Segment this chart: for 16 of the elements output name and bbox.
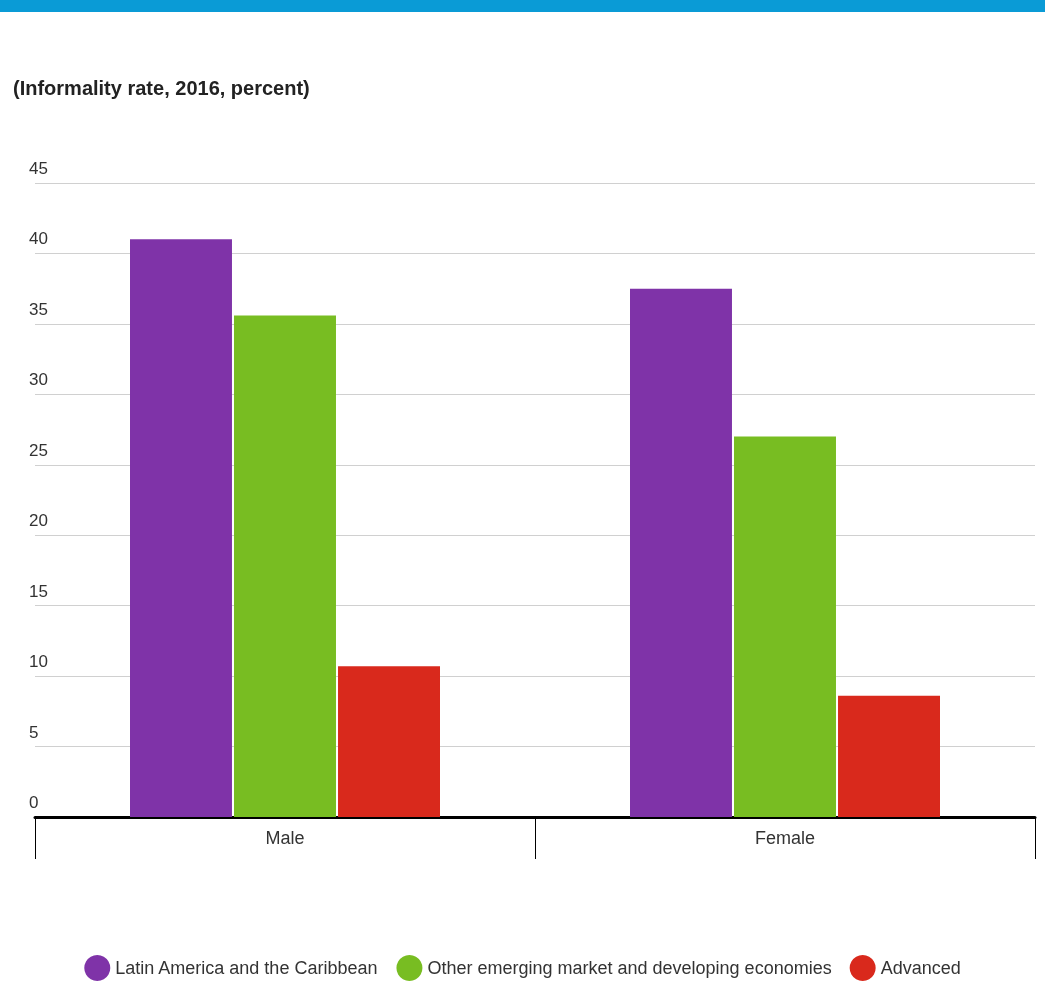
- y-tick-label: 40: [29, 229, 48, 249]
- y-tick-label: 0: [29, 793, 39, 812]
- y-tick-label: 45: [29, 159, 48, 178]
- legend-label: Latin America and the Caribbean: [115, 958, 378, 978]
- y-tick-label: 35: [29, 299, 48, 319]
- y-tick-label: 20: [29, 511, 48, 531]
- legend-label: Advanced: [880, 958, 961, 978]
- y-tick-label: 5: [29, 722, 39, 742]
- x-tick-label: Female: [754, 828, 816, 848]
- legend-label: Other emerging market and developing economies: [427, 958, 832, 978]
- y-tick-label: 30: [29, 370, 48, 390]
- y-tick-label: 25: [29, 440, 48, 460]
- y-tick-label: 10: [29, 652, 48, 672]
- x-tick-label: Male: [265, 828, 305, 848]
- y-tick-label: 15: [29, 581, 48, 601]
- chart-title: (Informality rate, 2016, percent): [13, 77, 310, 99]
